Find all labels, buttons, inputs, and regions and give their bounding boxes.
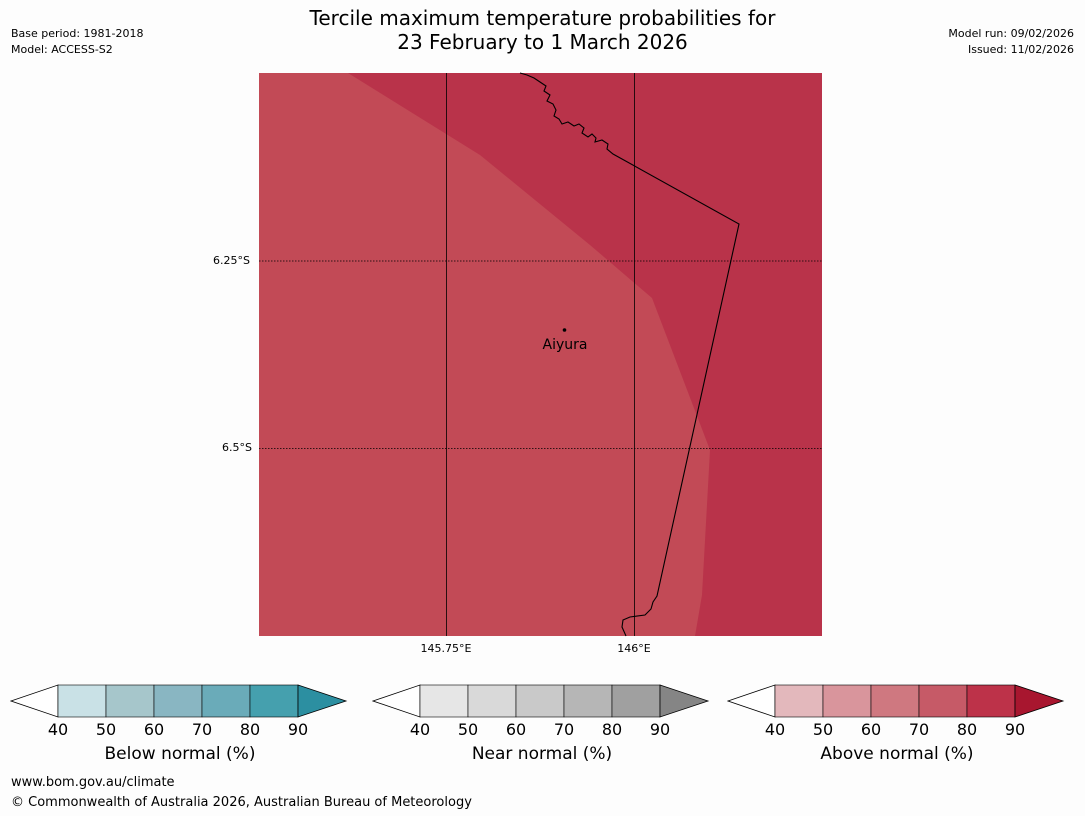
colorbar-segment bbox=[419, 684, 469, 718]
colorbar-segment bbox=[249, 684, 299, 718]
colorbar-tick-label: 70 bbox=[553, 720, 575, 739]
colorbar-tick-label: 60 bbox=[505, 720, 527, 739]
title-line-2: 23 February to 1 March 2026 bbox=[397, 30, 688, 54]
colorbar-segment bbox=[105, 684, 155, 718]
colorbar-segment bbox=[563, 684, 613, 718]
legend-near-normal: 40 50 60 70 80 90 Near normal (%) bbox=[372, 684, 712, 774]
colorbar-segment bbox=[918, 684, 968, 718]
colorbar-below bbox=[10, 684, 348, 718]
model-run: Model run: 09/02/2026 bbox=[948, 27, 1074, 40]
colorbar-segment bbox=[966, 684, 1016, 718]
colorbar-tick-label: 90 bbox=[287, 720, 309, 739]
colorbar-tick-label: 50 bbox=[95, 720, 117, 739]
run-info: Model run: 09/02/2026 Issued: 11/02/2026 bbox=[948, 26, 1074, 58]
lat-label-6-25: 6.25°S bbox=[213, 254, 250, 267]
colorbar-title: Below normal (%) bbox=[104, 744, 256, 764]
colorbar-lower-extension bbox=[10, 684, 59, 718]
colorbar-lower-extension bbox=[727, 684, 776, 718]
colorbar-upper-extension bbox=[1014, 684, 1065, 718]
colorbar-segment bbox=[201, 684, 251, 718]
colorbar-tick-label: 60 bbox=[143, 720, 165, 739]
colorbar-tick-label: 90 bbox=[649, 720, 671, 739]
colorbar-segment bbox=[774, 684, 824, 718]
place-label-aiyura: Aiyura bbox=[542, 337, 588, 353]
lon-label-146: 146°E bbox=[617, 642, 651, 655]
footer-url: www.bom.gov.au/climate bbox=[11, 775, 175, 790]
legend-above-normal: 40 50 60 70 80 90 Above normal (%) bbox=[727, 684, 1067, 774]
colorbar-near bbox=[372, 684, 710, 718]
colorbar-title: Near normal (%) bbox=[471, 744, 613, 764]
colorbar-tick-label: 80 bbox=[956, 720, 978, 739]
colorbar-upper-extension bbox=[297, 684, 348, 718]
lon-label-145-75: 145.75°E bbox=[420, 642, 472, 655]
footer-copyright: © Commonwealth of Australia 2026, Austra… bbox=[11, 795, 472, 810]
title-line-1: Tercile maximum temperature probabilitie… bbox=[309, 6, 776, 30]
colorbar-tick-label: 70 bbox=[908, 720, 930, 739]
province-border bbox=[519, 72, 740, 637]
colorbar-tick-label: 80 bbox=[239, 720, 261, 739]
colorbar-upper-extension bbox=[659, 684, 710, 718]
colorbar-tick-label: 60 bbox=[860, 720, 882, 739]
aiyura-marker bbox=[562, 328, 567, 332]
colorbar-tick-label: 70 bbox=[191, 720, 213, 739]
map-title: Tercile maximum temperature probabilitie… bbox=[0, 6, 1085, 54]
colorbar-tick-label: 40 bbox=[47, 720, 69, 739]
model-name: Model: ACCESS-S2 bbox=[11, 43, 113, 56]
colorbar-segment bbox=[57, 684, 107, 718]
lat-label-6-5: 6.5°S bbox=[222, 441, 252, 454]
colorbar-tick-label: 80 bbox=[601, 720, 623, 739]
colorbar-tick-label: 40 bbox=[764, 720, 786, 739]
colorbar-segment bbox=[515, 684, 565, 718]
colorbar-above bbox=[727, 684, 1065, 718]
map-region-above-70 bbox=[259, 73, 710, 636]
colorbar-lower-extension bbox=[372, 684, 421, 718]
colorbar-tick-label: 50 bbox=[457, 720, 479, 739]
probability-map bbox=[259, 72, 822, 637]
issued-date: Issued: 11/02/2026 bbox=[967, 43, 1074, 56]
colorbar-tick-label: 90 bbox=[1004, 720, 1026, 739]
colorbar-segment bbox=[153, 684, 203, 718]
legend-below-normal: 40 50 60 70 80 90 Below normal (%) bbox=[10, 684, 350, 774]
colorbar-segment bbox=[467, 684, 517, 718]
colorbar-segment bbox=[611, 684, 661, 718]
colorbar-tick-label: 40 bbox=[409, 720, 431, 739]
colorbar-segment bbox=[822, 684, 872, 718]
base-period: Base period: 1981-2018 bbox=[11, 27, 144, 40]
colorbar-tick-label: 50 bbox=[812, 720, 834, 739]
colorbar-segment bbox=[870, 684, 920, 718]
colorbar-title: Above normal (%) bbox=[820, 744, 974, 764]
model-info: Base period: 1981-2018 Model: ACCESS-S2 bbox=[11, 26, 143, 58]
